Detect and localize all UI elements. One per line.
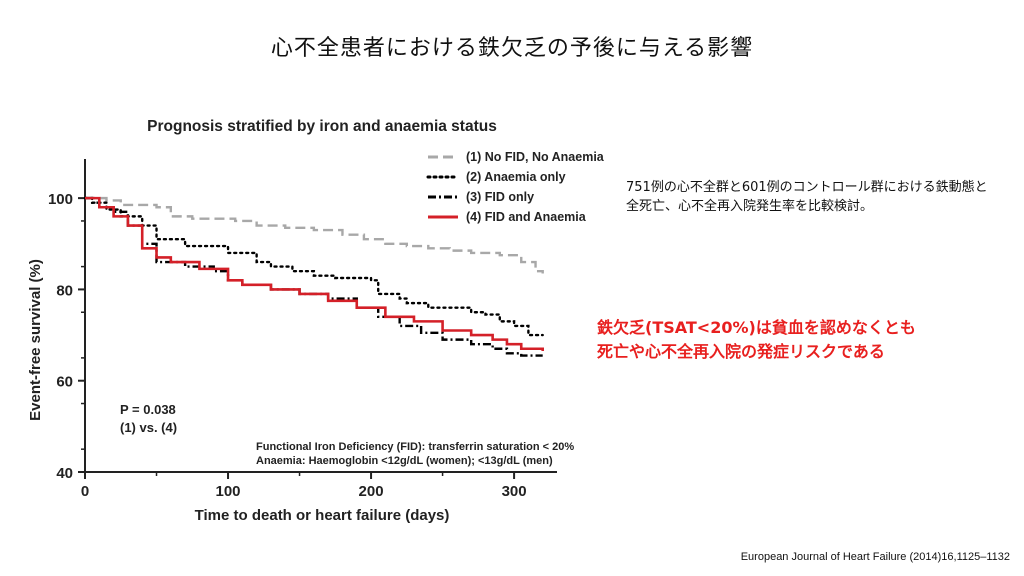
legend-label-2: (2) Anaemia only <box>466 170 566 184</box>
x-tick-label: 100 <box>216 483 241 500</box>
legend-label-4: (4) FID and Anaemia <box>466 210 587 224</box>
key-finding-line-1: 鉄欠乏(TSAT<20%)は貧血を認めなくとも <box>597 318 916 337</box>
y-axis-label: Event-free survival (%) <box>27 259 44 421</box>
y-tick-label: 40 <box>56 465 73 482</box>
fid-definition: Functional Iron Deficiency (FID): transf… <box>256 441 574 453</box>
slide-title: 心不全患者における鉄欠乏の予後に与える影響 <box>270 36 754 61</box>
legend-label-1: (1) No FID, No Anaemia <box>466 150 605 164</box>
p-value-annotation: P = 0.038 <box>120 402 176 417</box>
x-tick-label: 0 <box>81 483 89 500</box>
km-chart: Prognosis stratified by iron and anaemia… <box>27 118 605 524</box>
y-tick-label: 60 <box>56 374 73 391</box>
series-line-2 <box>83 196 544 337</box>
citation: European Journal of Heart Failure (2014)… <box>740 551 1010 563</box>
legend-label-3: (3) FID only <box>466 190 534 204</box>
study-description: 751例の心不全群と601例のコントロール群における鉄動態と全死亡、心不全再入院… <box>626 180 988 214</box>
x-tick-label: 300 <box>502 483 527 500</box>
comparison-annotation: (1) vs. (4) <box>120 420 177 435</box>
y-tick-label: 80 <box>56 282 73 299</box>
key-finding-line-2: 死亡や心不全再入院の発症リスクである <box>597 342 885 361</box>
anaemia-definition: Anaemia: Haemoglobin <12g/dL (women); <1… <box>256 455 553 467</box>
series-line-4 <box>85 196 544 352</box>
y-tick-label: 100 <box>48 191 73 208</box>
series-line-1 <box>85 196 544 274</box>
x-axis-label: Time to death or heart failure (days) <box>195 507 450 524</box>
key-finding: 鉄欠乏(TSAT<20%)は貧血を認めなくとも 死亡や心不全再入院の発症リスクで… <box>597 316 1007 364</box>
x-tick-label: 200 <box>359 483 384 500</box>
chart-title: Prognosis stratified by iron and anaemia… <box>147 118 497 135</box>
